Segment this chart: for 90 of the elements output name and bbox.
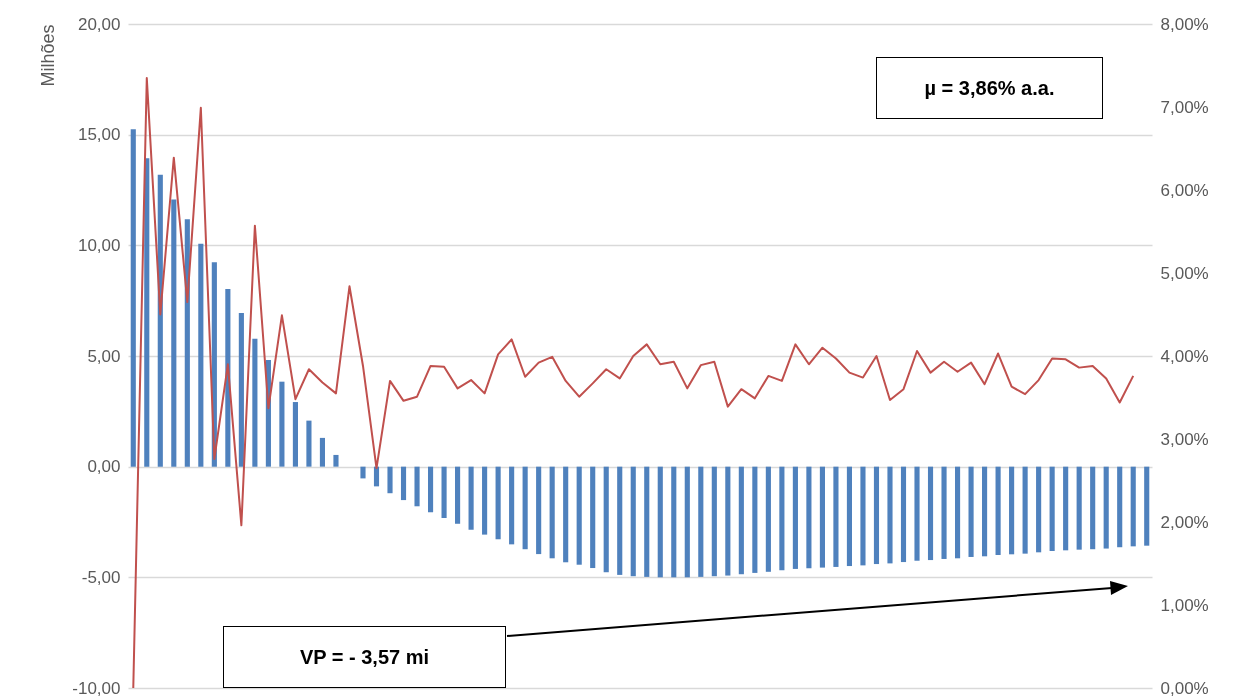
text-box: µ = 3,86% a.a. <box>876 57 1103 119</box>
y-tick-label: -10,00 <box>72 678 121 698</box>
bar <box>292 402 298 467</box>
bar <box>1117 466 1123 548</box>
bar <box>387 466 393 494</box>
bar <box>765 466 771 572</box>
bar <box>495 466 501 540</box>
bar <box>617 466 623 575</box>
bar <box>1090 466 1096 550</box>
y2-tick-label: 1,00% <box>1160 595 1209 615</box>
bar <box>252 338 258 467</box>
bar <box>846 466 853 567</box>
y-axis-title: Milhões <box>38 24 59 87</box>
bar <box>536 466 542 555</box>
bar <box>1009 466 1015 555</box>
bar <box>333 454 339 467</box>
text-box: VP = - 3,57 mi <box>223 626 506 688</box>
y2-tick-label: 5,00% <box>1160 263 1209 283</box>
bar <box>603 466 609 573</box>
bar <box>238 313 244 467</box>
bar <box>927 466 934 561</box>
bar <box>779 466 785 571</box>
bar <box>468 466 474 530</box>
bar <box>576 466 582 565</box>
y-tick-label: 5,00 <box>87 346 121 366</box>
bar <box>400 466 407 501</box>
bar <box>914 466 920 561</box>
y-tick-label: 0,00 <box>87 457 121 477</box>
y2-tick-label: 6,00% <box>1160 180 1209 200</box>
bar <box>752 466 758 573</box>
bar <box>319 437 326 467</box>
y-tick-label: 20,00 <box>77 14 121 34</box>
bar <box>900 466 907 563</box>
y2-tick-label: 0,00% <box>1160 678 1209 698</box>
bar <box>684 466 690 578</box>
bar <box>873 466 880 565</box>
y-tick-label: 15,00 <box>77 125 121 145</box>
bar <box>306 420 312 467</box>
bar <box>279 381 285 467</box>
bar <box>130 129 136 467</box>
bar <box>482 466 488 535</box>
bar <box>1076 466 1082 550</box>
bar <box>549 466 555 559</box>
bar <box>427 466 434 513</box>
bar <box>833 466 839 567</box>
bar <box>657 466 663 578</box>
bar <box>171 199 177 467</box>
bar <box>968 466 974 557</box>
bar <box>630 466 636 577</box>
bar <box>819 466 825 568</box>
bar <box>792 466 798 569</box>
y2-tick-label: 3,00% <box>1160 429 1209 449</box>
bar <box>711 466 717 577</box>
bar <box>1130 466 1136 547</box>
bar <box>522 466 528 550</box>
bar <box>644 466 650 577</box>
bar <box>1049 466 1055 551</box>
bar <box>414 466 420 507</box>
bar <box>954 466 961 559</box>
y2-tick-label: 7,00% <box>1160 97 1209 117</box>
bar <box>455 466 461 524</box>
bar <box>563 466 569 563</box>
bar <box>671 466 677 578</box>
y2-tick-label: 4,00% <box>1160 346 1209 366</box>
y-tick-label: 10,00 <box>77 235 121 255</box>
bar <box>1144 466 1150 546</box>
bar <box>860 466 866 566</box>
y2-tick-label: 8,00% <box>1160 14 1209 34</box>
bar <box>1022 466 1028 554</box>
bar <box>725 466 731 576</box>
y-tick-label: -5,00 <box>81 567 121 587</box>
bar <box>995 466 1001 555</box>
bar <box>360 466 366 479</box>
bar <box>738 466 744 575</box>
bar <box>887 466 893 564</box>
bar <box>941 466 947 559</box>
line-series <box>132 76 1135 688</box>
bar <box>373 466 380 487</box>
bar <box>441 466 447 519</box>
bar <box>982 466 988 557</box>
bar <box>1063 466 1069 551</box>
bar <box>198 243 204 467</box>
bar <box>590 466 596 569</box>
bar <box>698 466 704 577</box>
bar <box>806 466 812 569</box>
y2-tick-label: 2,00% <box>1160 512 1209 532</box>
bar <box>509 466 515 545</box>
bar <box>1036 466 1042 553</box>
bar <box>1103 466 1109 549</box>
bar <box>144 158 150 467</box>
